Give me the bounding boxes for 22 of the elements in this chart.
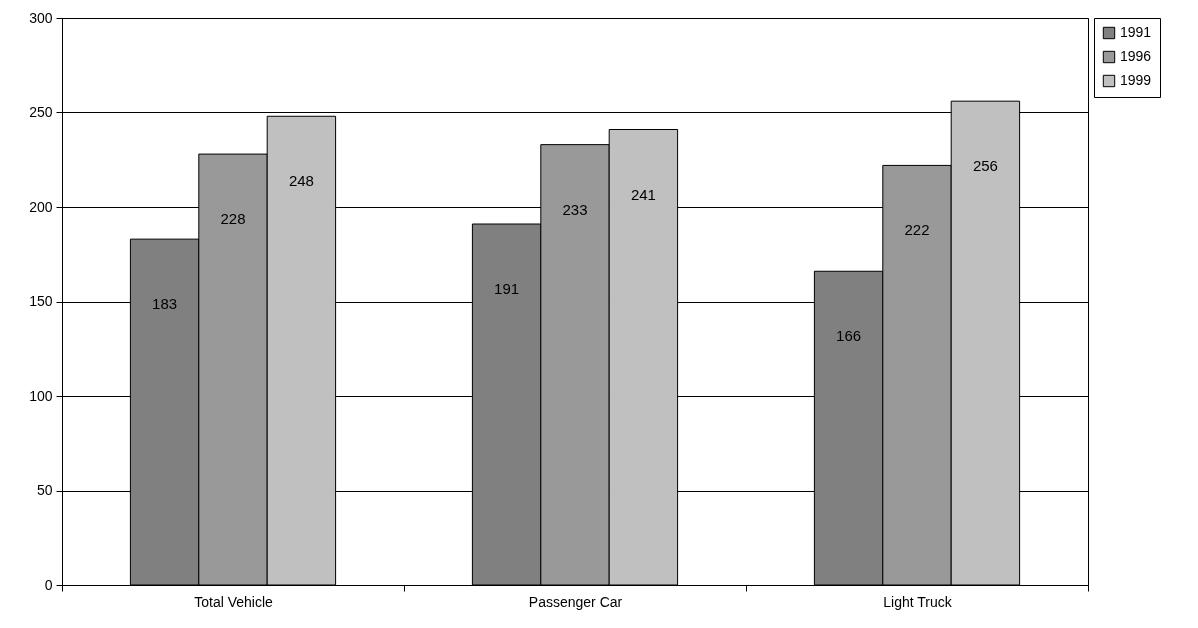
y-tick-label: 200 — [29, 198, 53, 215]
data-label: 191 — [494, 280, 520, 298]
data-label: 233 — [562, 200, 588, 218]
y-tick-label: 50 — [36, 482, 53, 498]
y-tick-label: 250 — [29, 104, 53, 120]
data-label: 256 — [972, 157, 998, 175]
data-label: 248 — [288, 172, 314, 190]
legend-label: 1996 — [1120, 48, 1152, 64]
data-label: 228 — [220, 210, 246, 228]
data-label: 222 — [904, 221, 930, 239]
data-label: 241 — [630, 185, 656, 203]
x-tick-label: Total Vehicle — [194, 593, 274, 610]
y-tick-label: 100 — [29, 387, 53, 404]
data-label: 183 — [152, 295, 178, 313]
legend-label: 1999 — [1120, 72, 1152, 88]
y-tick-label: 0 — [44, 576, 53, 593]
legend-label: 1991 — [1120, 24, 1152, 40]
data-label: 166 — [836, 327, 862, 345]
y-tick-label: 150 — [29, 293, 53, 309]
x-tick-label: Light Truck — [883, 593, 953, 610]
y-tick-label: 300 — [29, 9, 53, 26]
x-tick-label: Passenger Car — [528, 593, 623, 610]
